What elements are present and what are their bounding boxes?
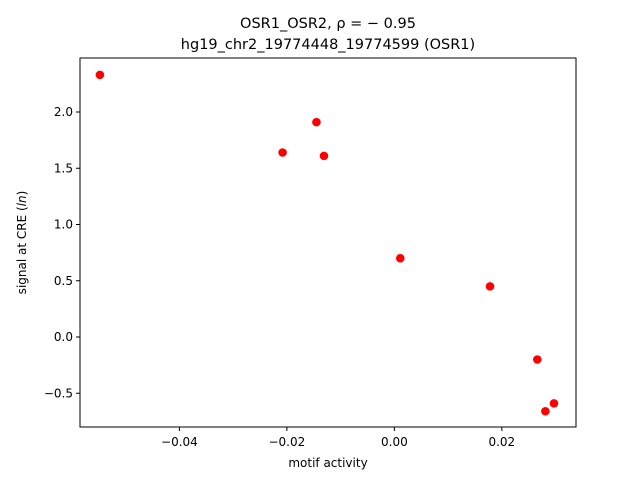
scatter-point-0: [95, 70, 105, 80]
scatter-points: [95, 70, 559, 416]
y-tick-label-5: 2.0: [54, 105, 73, 119]
y-axis-label-suffix: ): [15, 191, 29, 196]
scatter-point-2: [312, 117, 321, 127]
scatter-point-4: [395, 253, 405, 263]
y-tick-label-2: 0.5: [54, 274, 73, 288]
y-tick-label-3: 1.0: [54, 218, 73, 232]
x-axis-label: motif activity: [288, 456, 367, 470]
chart-title-line1: OSR1_OSR2, ρ = − 0.95: [240, 16, 416, 32]
x-tick-label-2: 0.00: [381, 435, 408, 449]
plot-area-frame: [79, 57, 577, 428]
x-tick-label-1: −0.02: [268, 435, 305, 449]
y-axis-label-prefix: signal at CRE (: [15, 206, 29, 294]
scatter-point-5: [485, 282, 495, 291]
scatter-point-6: [533, 355, 542, 364]
y-tick-label-1: 0.0: [54, 330, 73, 344]
x-axis-ticks: −0.04 −0.02 0.00 0.02: [161, 427, 515, 449]
chart-title-line2: hg19_chr2_19774448_19774599 (OSR1): [181, 37, 475, 53]
y-axis-ticks: −0.5 0.0 0.5 1.0 1.5 2.0: [44, 105, 80, 400]
y-axis-label-italic: ln: [15, 195, 29, 206]
scatter-point-1: [278, 148, 287, 157]
scatter-point-8: [549, 399, 559, 408]
y-axis-label: signal at CRE (ln): [15, 191, 29, 295]
x-tick-label-3: 0.02: [488, 435, 515, 449]
scatter-point-7: [541, 406, 550, 416]
y-tick-label-0: −0.5: [44, 386, 73, 400]
x-tick-label-0: −0.04: [161, 435, 198, 449]
scatter-point-3: [319, 151, 329, 161]
y-tick-label-4: 1.5: [54, 161, 73, 175]
